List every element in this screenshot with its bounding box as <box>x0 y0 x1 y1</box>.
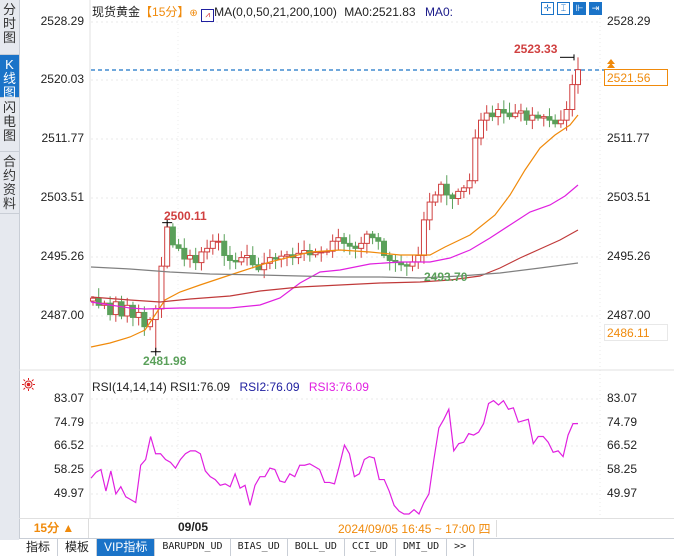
tab-bias-ud[interactable]: BIAS_UD <box>231 539 288 556</box>
select-icon[interactable]: ⊩ <box>573 2 586 15</box>
sidebar <box>0 0 20 540</box>
rsi-tick-left: 83.07 <box>53 391 84 405</box>
ma0-value: MA0:2521.83 <box>344 5 416 19</box>
price-tick-right: 2487.00 <box>607 308 651 322</box>
time-axis-bar <box>19 518 674 539</box>
rsi2-value: RSI2:76.09 <box>239 380 300 394</box>
price-tick-right: 2495.26 <box>607 249 651 263</box>
chart-toolbar: ✛ ⌶ ⊩ ⇥ <box>541 2 602 15</box>
sidebar-tab-2[interactable]: 闪电图 <box>0 98 19 152</box>
ma0-label: MA0: <box>424 5 453 19</box>
indicator-chart-icon[interactable]: ⩘ <box>201 9 215 22</box>
price-tick-left: 2487.00 <box>40 308 84 322</box>
rsi-tick-left: 66.52 <box>53 438 84 452</box>
crosshair-time-label: 2024/09/05 16:45 ~ 17:00 四 <box>338 520 498 537</box>
tab-barupdn-ud[interactable]: BARUPDN_UD <box>155 539 231 556</box>
price-tick-right: 2503.51 <box>607 190 651 204</box>
high-annotation-2: 2523.33 <box>514 42 558 56</box>
range-icon[interactable]: ⌶ <box>557 2 570 15</box>
rsi-legend: RSI(14,14,14) RSI1:76.09 RSI2:76.09 RSI3… <box>92 380 369 394</box>
rsi-tick-right: 74.79 <box>607 415 638 429</box>
price-tick-left: 2495.26 <box>40 249 84 263</box>
price-tick-right: 2528.29 <box>607 14 651 28</box>
price-tick-right: 2511.77 <box>607 131 650 145</box>
tab--[interactable]: >> <box>447 539 475 556</box>
tab-vip-[interactable]: VIP指标 <box>97 539 156 556</box>
rsi-tick-left: 58.25 <box>53 462 84 476</box>
move-right-icon[interactable]: ⇥ <box>589 2 602 15</box>
rsi3-value: RSI3:76.09 <box>308 380 369 394</box>
indicator-tabs: 指标 模板 VIP指标 BARUPDN_UD BIAS_UD BOLL_UD CCI_UD D… <box>19 538 674 556</box>
instrument-name: 现货黄金 <box>92 5 141 19</box>
period-selector-button[interactable]: 15分 ▲ <box>20 519 89 538</box>
low-annotation-1: 2481.98 <box>143 354 187 368</box>
rsi-tick-left: 49.97 <box>53 486 84 500</box>
price-tick-left: 2503.51 <box>40 190 84 204</box>
rsi1-value: RSI1:76.09 <box>170 380 231 394</box>
current-price-tag: 2521.56 <box>604 69 668 86</box>
sidebar-tab-0[interactable]: 分时图 <box>0 0 19 55</box>
low-annotation-2: 2493.70 <box>424 270 468 284</box>
tab-cci-ud[interactable]: CCI_UD <box>345 539 397 556</box>
tab--[interactable]: 模板 <box>58 539 98 556</box>
rsi-params: RSI(14,14,14) <box>92 380 167 394</box>
price-tick-left: 2528.29 <box>40 14 84 28</box>
high-annotation-1: 2500.11 <box>164 209 207 223</box>
ma-indicator: MA(0,0,50,21,200,100) <box>214 5 337 19</box>
date-label: 09/05 <box>178 520 209 534</box>
rsi-settings-icon[interactable] <box>22 378 35 391</box>
sidebar-tab-3[interactable]: 合约资料 <box>0 152 19 214</box>
price-tick-left: 2520.03 <box>40 72 84 86</box>
price-tick-left: 2511.77 <box>41 131 85 145</box>
rsi-tick-right: 58.25 <box>607 462 638 476</box>
tab--[interactable]: 指标 <box>19 539 59 556</box>
tab-dmi-ud[interactable]: DMI_UD <box>396 539 448 556</box>
rsi-tick-right: 83.07 <box>607 391 638 405</box>
chart-title-bar: 现货黄金【15分】⊕ ⩘ MA(0,0,50,21,200,100) MA0:25… <box>92 3 453 22</box>
settings-circle-icon[interactable]: ⊕ <box>189 8 198 19</box>
rsi-tick-right: 66.52 <box>607 438 638 452</box>
rsi-tick-right: 49.97 <box>607 486 638 500</box>
tab-boll-ud[interactable]: BOLL_UD <box>288 539 345 556</box>
crosshair-icon[interactable]: ✛ <box>541 2 554 15</box>
rsi-tick-left: 74.79 <box>53 415 84 429</box>
low-price-tag: 2486.11 <box>604 324 668 341</box>
period-label: 【15分】 <box>140 5 190 19</box>
